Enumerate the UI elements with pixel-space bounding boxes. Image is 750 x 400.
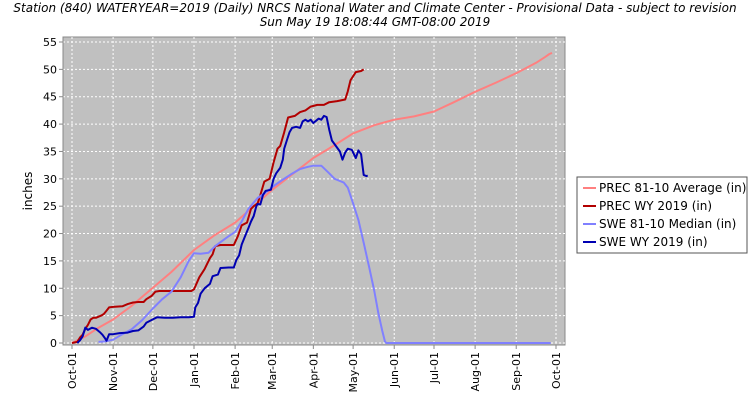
x-tick-label: Oct-01 — [550, 352, 563, 389]
legend: PREC 81-10 Average (in) PREC WY 2019 (in)… — [576, 176, 748, 254]
y-tick-label: 35 — [43, 145, 57, 158]
chart-title-line-1: Station (840) WATERYEAR=2019 (Daily) NRC… — [13, 1, 737, 15]
x-tick-label: Oct-01 — [66, 352, 79, 389]
y-tick-label: 55 — [43, 36, 57, 49]
legend-item-label: SWE 81-10 Median (in) — [599, 217, 736, 231]
x-tick-label: Feb-01 — [229, 352, 242, 389]
y-tick-label: 5 — [50, 310, 57, 323]
series-layer — [71, 51, 553, 344]
y-tick-label: 0 — [50, 337, 57, 350]
y-tick-label: 50 — [43, 63, 57, 76]
x-tick-label: Nov-01 — [107, 352, 120, 391]
y-tick-label: 40 — [43, 118, 57, 131]
chart-title-line-2: Sun May 19 18:08:44 GMT-08:00 2019 — [259, 15, 491, 29]
legend-item-label: PREC WY 2019 (in) — [599, 199, 712, 213]
legend-item-label: PREC 81-10 Average (in) — [599, 181, 746, 195]
y-tick-label: 20 — [43, 228, 57, 241]
x-tick-label: Jun-01 — [388, 352, 401, 388]
x-tick-label: Jan-01 — [188, 352, 201, 388]
y-tick-label: 15 — [43, 255, 57, 268]
x-tick-label: Jul-01 — [428, 352, 441, 384]
y-tick-label: 45 — [43, 91, 57, 104]
x-tick-label: May-01 — [347, 352, 360, 393]
series-line-2 — [98, 164, 551, 344]
plot-area — [62, 36, 566, 346]
x-tick-label: Apr-01 — [307, 352, 320, 388]
x-tick-label: Dec-01 — [147, 352, 160, 391]
chart-title: Station (840) WATERYEAR=2019 (Daily) NRC… — [0, 1, 750, 29]
y-tick-label: 10 — [43, 282, 57, 295]
legend-box — [576, 176, 748, 254]
x-tick-label: Aug-01 — [469, 352, 482, 391]
series-line-0 — [71, 51, 553, 344]
y-tick-label: 30 — [43, 173, 57, 186]
series-line-1 — [71, 68, 365, 344]
x-tick-label: Sep-01 — [510, 352, 523, 391]
y-tick-label: 25 — [43, 200, 57, 213]
legend-item-label: SWE WY 2019 (in) — [599, 235, 708, 249]
x-tick-label: Mar-01 — [266, 352, 279, 390]
y-axis-label: inches — [21, 172, 35, 211]
axes-layer — [59, 37, 565, 349]
series-line-3 — [76, 114, 369, 344]
